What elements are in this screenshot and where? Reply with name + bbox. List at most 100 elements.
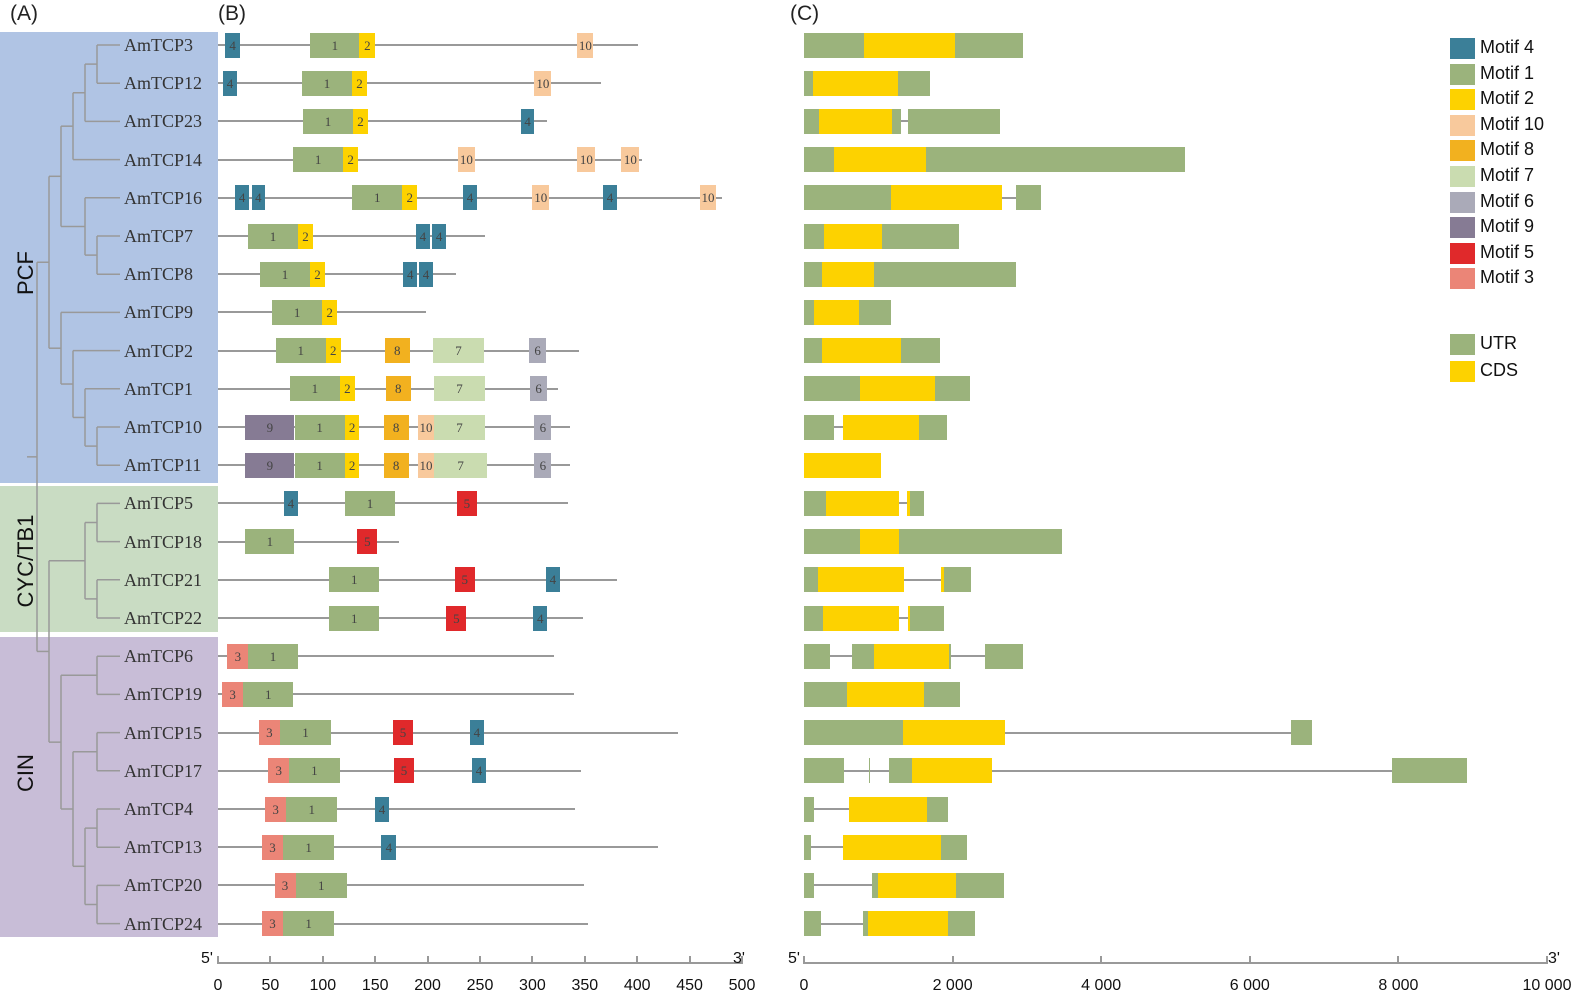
utr-segment (948, 911, 975, 937)
legend-label: CDS (1480, 360, 1519, 380)
gene-label: AmTCP17 (124, 760, 203, 781)
cds-segment (906, 490, 910, 516)
motif-5-box: 5 (446, 605, 467, 631)
utr-segment (804, 490, 827, 516)
protein-backbone (218, 44, 639, 46)
motif-4-box: 4 (546, 567, 560, 593)
motif-6-box: 6 (529, 338, 547, 364)
panel-label-a: (A) (10, 2, 38, 25)
legend-swatch (1450, 114, 1475, 136)
panel-label-b: (B) (218, 2, 246, 25)
motif-7-box: 7 (433, 452, 488, 478)
cds-segment (823, 605, 900, 631)
gene-label: AmTCP24 (124, 913, 203, 934)
motif-4-box: 4 (469, 720, 485, 746)
cds-segment (848, 796, 928, 822)
cds-segment (867, 911, 949, 937)
legend-label: Motif 1 (1480, 62, 1535, 83)
cds-segment (842, 414, 920, 440)
cds-segment (860, 529, 900, 555)
gene-label: AmTCP3 (124, 35, 194, 55)
utr-segment (1291, 720, 1313, 746)
axis-tick-label: 150 (361, 977, 389, 994)
motif-1-box: 1 (248, 223, 298, 249)
cds-segment (873, 643, 949, 669)
motif-1-box: 1 (294, 414, 345, 440)
legend-swatch (1450, 268, 1475, 290)
motif-1-box: 1 (272, 299, 322, 325)
legend-swatch (1450, 166, 1475, 187)
axis-tick-label: 400 (623, 977, 651, 994)
motif-4-box: 4 (375, 796, 389, 822)
motif-7-box: 7 (433, 414, 486, 440)
motif-1-box: 1 (259, 261, 311, 287)
protein-backbone (218, 922, 588, 925)
utr-segment (909, 490, 924, 516)
axis-tick (479, 956, 481, 964)
motif-1-box: 1 (286, 796, 338, 822)
motif-5-box: 5 (394, 758, 414, 784)
axis-tick-label: 0 (799, 977, 809, 994)
utr-segment (910, 605, 945, 631)
utr-segment (804, 338, 822, 364)
utr-segment (882, 223, 959, 249)
motif-3-box: 3 (222, 681, 244, 707)
protein-backbone (218, 693, 575, 696)
motif-2-box: 2 (339, 376, 356, 402)
motif-1-box: 1 (275, 338, 326, 364)
motif-1-box: 1 (294, 452, 345, 478)
axis-tick (1397, 956, 1400, 964)
gene-label: AmTCP20 (124, 875, 203, 896)
motif-1-box: 1 (344, 490, 396, 516)
motif-8-box: 8 (383, 452, 409, 478)
axis-c-5prime: 5' (788, 950, 800, 967)
legend-label: UTR (1480, 333, 1517, 353)
motif-2-box: 2 (310, 261, 325, 287)
gene-label: AmTCP21 (124, 569, 203, 590)
utr-segment (804, 643, 830, 669)
cds-segment (824, 223, 882, 249)
motif-1-box: 1 (295, 872, 347, 898)
motif-3-box: 3 (262, 834, 283, 860)
legend-label: Motif 4 (1480, 37, 1535, 57)
utr-segment (804, 108, 819, 134)
gene-label: AmTCP18 (124, 531, 203, 552)
motif-6-box: 6 (534, 414, 552, 440)
motif-4-box: 4 (416, 223, 430, 249)
utr-segment (899, 529, 1062, 555)
gene-label: AmTCP6 (124, 646, 194, 667)
motif-7-box: 7 (432, 338, 485, 364)
axis-tick-label: 350 (571, 977, 599, 994)
gene-label: AmTCP9 (124, 302, 194, 323)
axis-tick (741, 956, 743, 964)
legend-label: Motif 10 (1480, 113, 1545, 134)
gene-label: AmTCP22 (124, 608, 203, 628)
axis-tick (374, 956, 377, 964)
utr-segment (868, 758, 871, 784)
motif-1-box: 1 (293, 147, 343, 173)
axis-tick (217, 956, 219, 964)
motif-4-box: 4 (471, 758, 487, 784)
legend-label: Motif 2 (1480, 88, 1535, 109)
motif-10-box: 10 (532, 185, 550, 211)
utr-segment (852, 643, 874, 669)
cds-segment (863, 32, 955, 58)
motif-2-box: 2 (352, 70, 367, 96)
motif-10-box: 10 (457, 147, 475, 173)
motif-1-box: 1 (302, 108, 354, 134)
axis-b-5prime: 5' (201, 950, 213, 967)
motif-10-box: 10 (418, 452, 434, 478)
gene-label: AmTCP14 (124, 149, 203, 170)
motif-2-box: 2 (325, 338, 341, 364)
motif-2-box: 2 (344, 452, 360, 478)
motif-4-box: 4 (284, 490, 298, 516)
axis-c-line (804, 962, 1547, 964)
motif-5-box: 5 (357, 529, 378, 555)
motif-10-box: 10 (577, 32, 594, 58)
motif-4-box: 4 (463, 185, 477, 211)
gene-intron-line (804, 731, 1313, 734)
legend-label: Motif 8 (1480, 139, 1535, 160)
motif-3-box: 3 (268, 758, 290, 784)
utr-segment (1015, 185, 1041, 211)
utr-segment (919, 414, 948, 440)
